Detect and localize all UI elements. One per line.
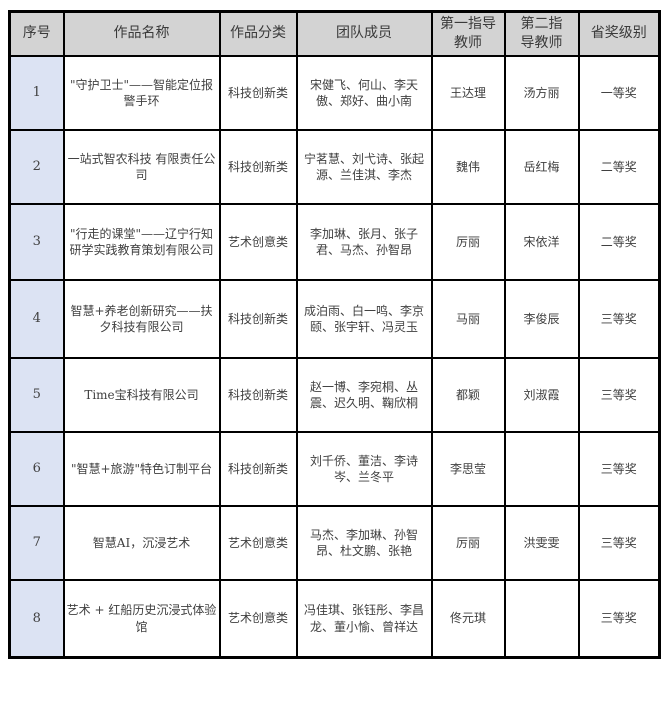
cell-no: 5 [8,356,65,433]
table-row: 7 智慧AI，沉浸艺术 艺术创意类 马杰、李加琳、孙智昂、杜文鹏、张艳 厉丽 洪… [8,504,661,581]
cell-category: 科技创新类 [218,430,298,507]
cell-category: 科技创新类 [218,356,298,433]
cell-award: 三等奖 [577,578,661,659]
cell-name: 一站式智农科技 有限责任公司 [62,128,221,205]
cell-teacher1: 厉丽 [430,504,506,581]
cell-award: 三等奖 [577,356,661,433]
header-row: 序号 作品名称 作品分类 团队成员 第一指导 教师 第二指 导教师 省奖级别 [8,10,661,57]
cell-no: 3 [8,202,65,281]
cell-teacher2: 李俊辰 [503,278,580,359]
table-row: 3 "行走的课堂"——辽宁行知研学实践教育策划有限公司 艺术创意类 李加琳、张月… [8,202,661,281]
cell-members: 李加琳、张月、张子君、马杰、孙智昂 [295,202,433,281]
cell-members: 宋健飞、何山、李天傲、郑好、曲小南 [295,54,433,131]
cell-members: 赵一博、李宛桐、丛震、迟久明、鞠欣桐 [295,356,433,433]
cell-category: 艺术创意类 [218,578,298,659]
cell-members: 马杰、李加琳、孙智昂、杜文鹏、张艳 [295,504,433,581]
cell-award: 三等奖 [577,504,661,581]
cell-teacher2: 汤方丽 [503,54,580,131]
table-row: 4 智慧+养老创新研究——扶夕科技有限公司 科技创新类 成泊雨、白一鸣、李京颐、… [8,278,661,359]
cell-no: 1 [8,54,65,131]
cell-no: 4 [8,278,65,359]
cell-teacher1: 李思莹 [430,430,506,507]
cell-teacher2 [503,578,580,659]
cell-teacher1: 王达理 [430,54,506,131]
header-cell-teacher2: 第二指 导教师 [503,10,580,57]
cell-teacher1: 都颖 [430,356,506,433]
header-cell-teacher1: 第一指导 教师 [430,10,506,57]
table-row: 2 一站式智农科技 有限责任公司 科技创新类 宁茗慧、刘弋诗、张起源、兰佳淇、李… [8,128,661,205]
cell-award: 一等奖 [577,54,661,131]
cell-teacher1: 魏伟 [430,128,506,205]
header-cell-award: 省奖级别 [577,10,661,57]
cell-name: 智慧+养老创新研究——扶夕科技有限公司 [62,278,221,359]
cell-name: "行走的课堂"——辽宁行知研学实践教育策划有限公司 [62,202,221,281]
cell-teacher2: 刘淑霞 [503,356,580,433]
cell-award: 二等奖 [577,128,661,205]
cell-category: 艺术创意类 [218,202,298,281]
header-cell-category: 作品分类 [218,10,298,57]
cell-members: 成泊雨、白一鸣、李京颐、张宇轩、冯灵玉 [295,278,433,359]
cell-teacher2 [503,430,580,507]
cell-name: 艺术 + 红船历史沉浸式体验馆 [62,578,221,659]
table-row: 6 "智慧+旅游"特色订制平台 科技创新类 刘千侨、董洁、李诗岑、兰冬平 李思莹… [8,430,661,507]
cell-award: 二等奖 [577,202,661,281]
cell-award: 三等奖 [577,278,661,359]
awards-table: 序号 作品名称 作品分类 团队成员 第一指导 教师 第二指 导教师 省奖级别 1… [8,10,661,660]
header-cell-no: 序号 [8,10,65,57]
cell-no: 8 [8,578,65,659]
table-row: 1 "守护卫士"——智能定位报警手环 科技创新类 宋健飞、何山、李天傲、郑好、曲… [8,54,661,131]
cell-members: 冯佳琪、张钰彤、李昌龙、董小愉、曾祥达 [295,578,433,659]
cell-teacher2: 洪雯雯 [503,504,580,581]
cell-no: 6 [8,430,65,507]
cell-teacher1: 佟元琪 [430,578,506,659]
cell-members: 宁茗慧、刘弋诗、张起源、兰佳淇、李杰 [295,128,433,205]
cell-category: 科技创新类 [218,128,298,205]
cell-name: "智慧+旅游"特色订制平台 [62,430,221,507]
cell-no: 7 [8,504,65,581]
cell-award: 三等奖 [577,430,661,507]
cell-teacher2: 岳红梅 [503,128,580,205]
cell-category: 科技创新类 [218,278,298,359]
cell-members: 刘千侨、董洁、李诗岑、兰冬平 [295,430,433,507]
cell-teacher1: 马丽 [430,278,506,359]
cell-category: 艺术创意类 [218,504,298,581]
table-row: 8 艺术 + 红船历史沉浸式体验馆 艺术创意类 冯佳琪、张钰彤、李昌龙、董小愉、… [8,578,661,659]
cell-name: 智慧AI，沉浸艺术 [62,504,221,581]
header-cell-members: 团队成员 [295,10,433,57]
cell-teacher1: 厉丽 [430,202,506,281]
cell-name: "守护卫士"——智能定位报警手环 [62,54,221,131]
cell-no: 2 [8,128,65,205]
cell-name: Time宝科技有限公司 [62,356,221,433]
header-cell-name: 作品名称 [62,10,221,57]
cell-teacher2: 宋依洋 [503,202,580,281]
cell-category: 科技创新类 [218,54,298,131]
table-row: 5 Time宝科技有限公司 科技创新类 赵一博、李宛桐、丛震、迟久明、鞠欣桐 都… [8,356,661,433]
